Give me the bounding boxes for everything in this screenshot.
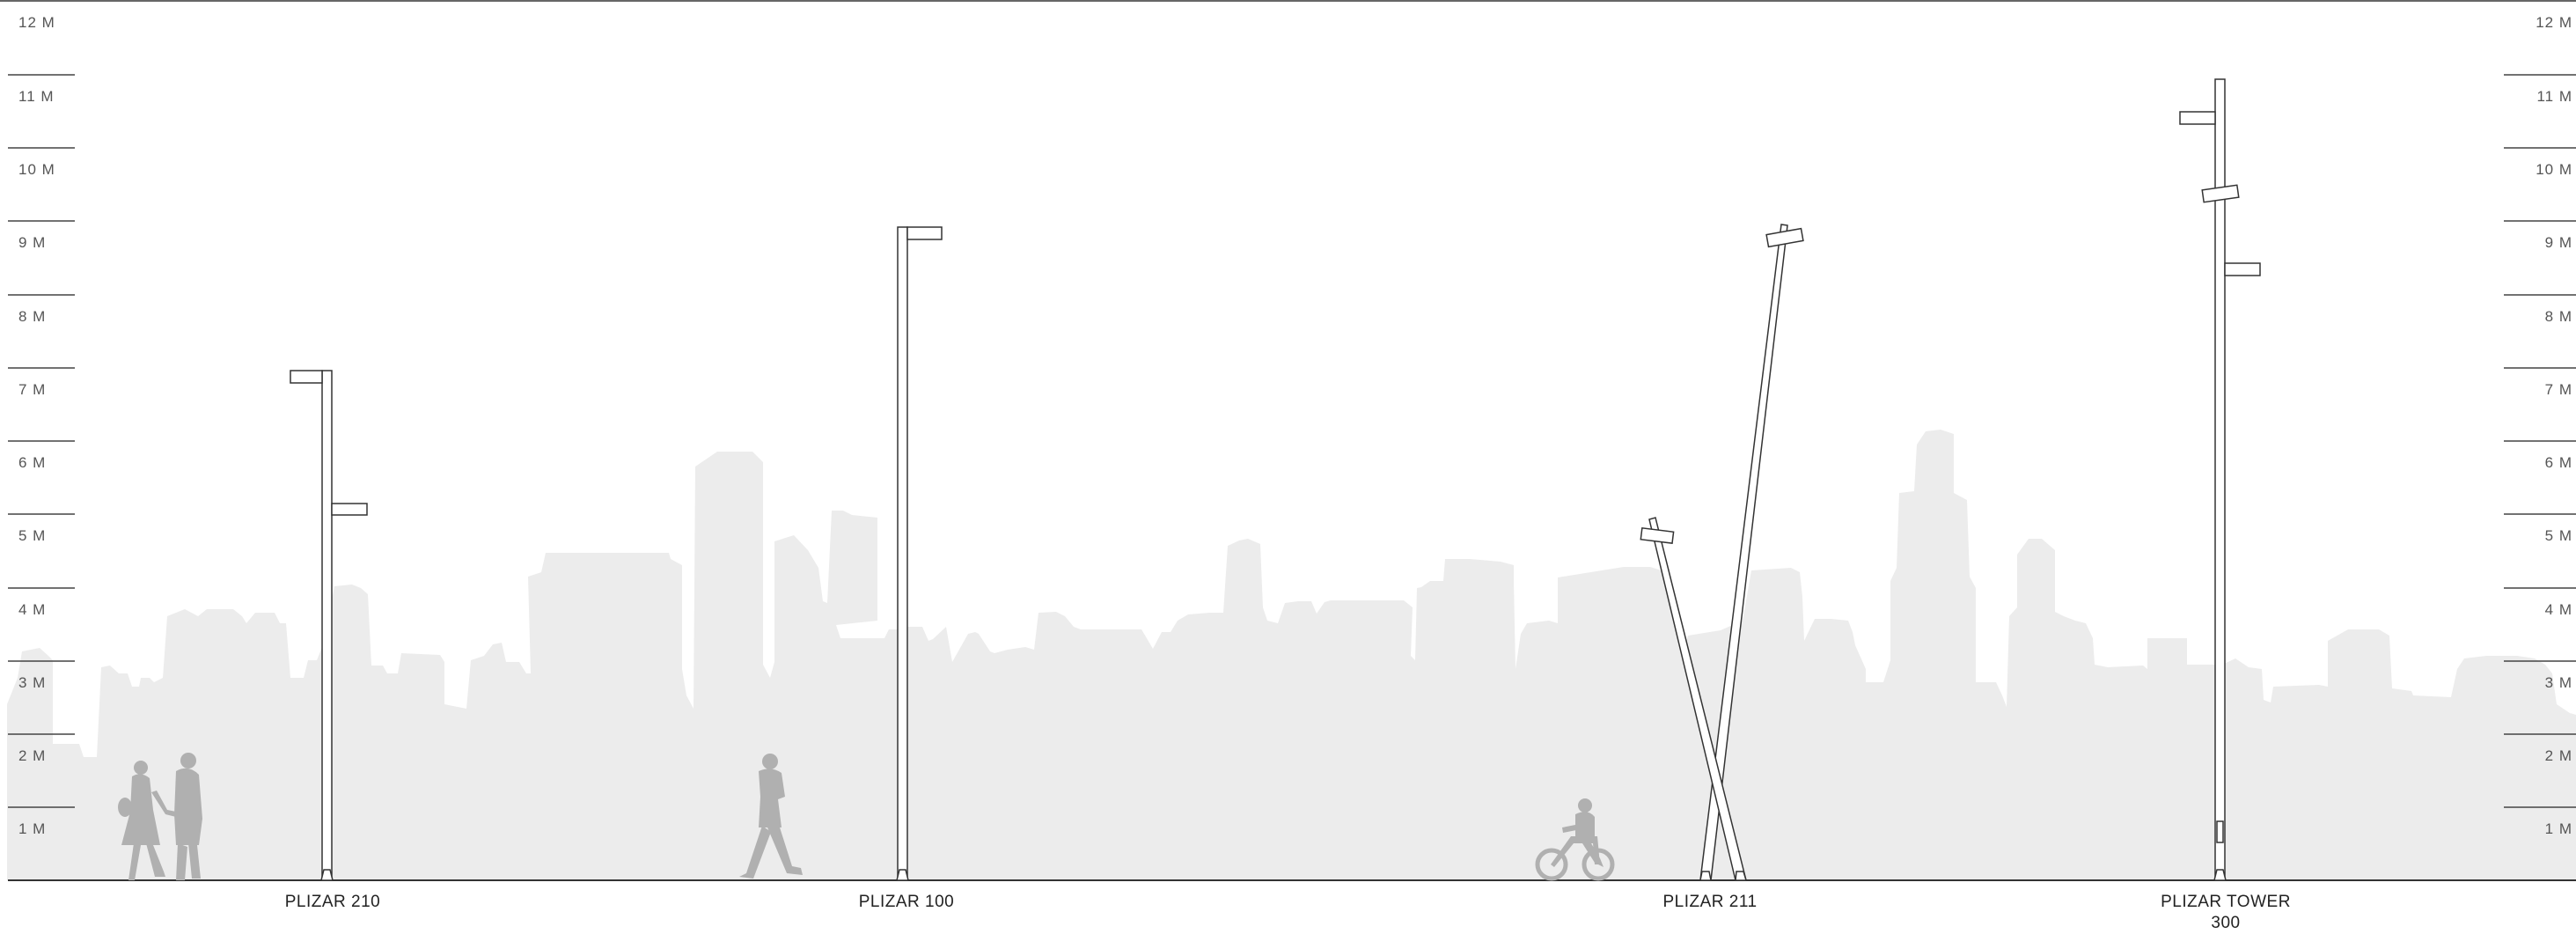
- pole-label-line-2: 300: [2211, 913, 2241, 932]
- pole-plizar-210: [290, 370, 368, 881]
- pole-plizar-tower-300: [2179, 78, 2261, 881]
- scale-right: [2504, 74, 2576, 808]
- meter-label-left-10: 10 M: [18, 161, 55, 178]
- meter-label-right-6: 6 M: [2544, 454, 2572, 471]
- meter-label-left-7: 7 M: [18, 381, 47, 398]
- meter-label-right-7: 7 M: [2544, 381, 2572, 398]
- pole-plizar-211: [1640, 224, 1804, 881]
- meter-label-left-11: 11 M: [18, 88, 55, 105]
- meter-label-right-12: 12 M: [2536, 14, 2572, 31]
- meter-label-left-9: 9 M: [18, 234, 47, 251]
- meter-label-left-8: 8 M: [18, 308, 47, 325]
- meter-label-left-6: 6 M: [18, 454, 47, 471]
- scale-left: [8, 74, 75, 808]
- meter-label-left-5: 5 M: [18, 527, 47, 544]
- pole-label-plizar-210: PLIZAR 210: [284, 893, 381, 911]
- pole-label-plizar-tower-300: PLIZAR TOWER 300: [2161, 892, 2291, 934]
- meter-label-left-4: 4 M: [18, 601, 47, 618]
- meter-label-right-8: 8 M: [2544, 308, 2572, 325]
- pole-plizar-100: [896, 226, 943, 881]
- meter-label-left-3: 3 M: [18, 674, 47, 691]
- meter-label-right-5: 5 M: [2544, 527, 2572, 544]
- meter-label-left-1: 1 M: [18, 820, 47, 837]
- meter-label-left-2: 2 M: [18, 747, 47, 764]
- city-skyline: [7, 430, 2576, 880]
- walking-person: [739, 754, 803, 879]
- pole-label-line-1: PLIZAR TOWER: [2161, 893, 2291, 911]
- meter-label-right-9: 9 M: [2544, 234, 2572, 251]
- meter-label-right-4: 4 M: [2544, 601, 2572, 618]
- pole-label-plizar-100: PLIZAR 100: [858, 893, 955, 911]
- pole-label-plizar-211: PLIZAR 211: [1662, 893, 1758, 911]
- meter-label-right-11: 11 M: [2536, 88, 2572, 105]
- meter-label-right-1: 1 M: [2544, 820, 2572, 837]
- walking-couple: [118, 753, 202, 880]
- meter-label-left-12: 12 M: [18, 14, 55, 31]
- meter-label-right-2: 2 M: [2544, 747, 2572, 764]
- meter-label-right-3: 3 M: [2544, 674, 2572, 691]
- child-on-bicycle: [1535, 798, 1615, 881]
- meter-label-right-10: 10 M: [2536, 161, 2572, 178]
